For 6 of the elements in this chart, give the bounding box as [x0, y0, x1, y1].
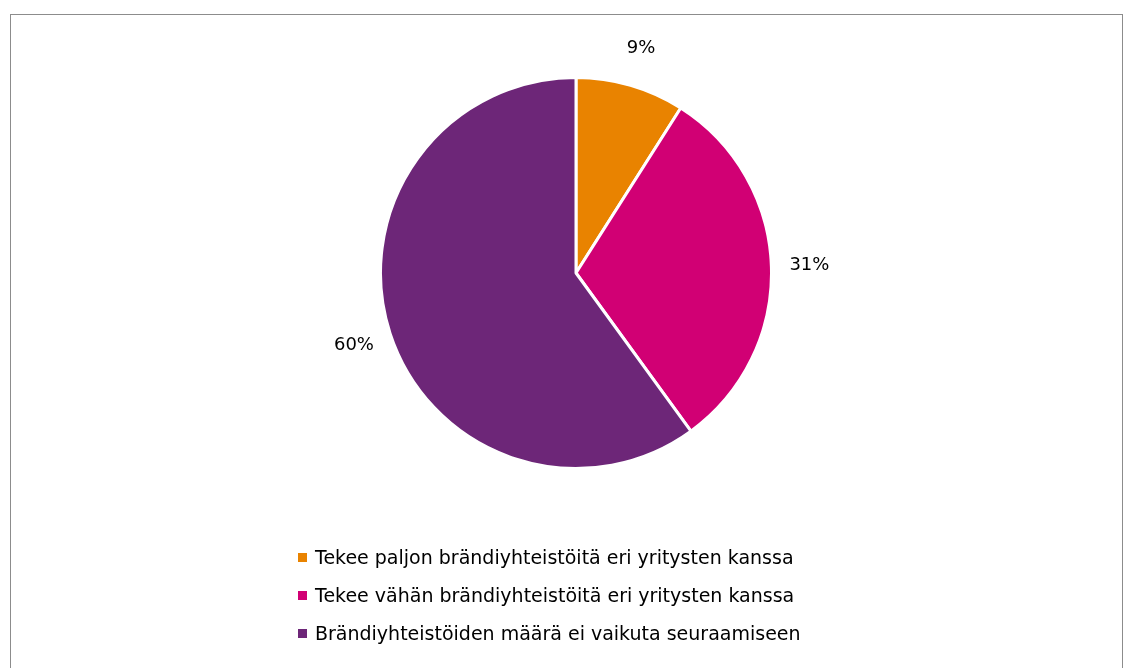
data-label: 9%: [626, 36, 656, 58]
data-label: 60%: [333, 332, 374, 354]
legend-label: Tekee vähän brändiyhteistöitä eri yritysten kanssa: [315, 584, 795, 606]
legend-label: Brändiyhteistöiden määrä ei vaikuta seuraamiseen: [315, 622, 801, 644]
legend-label: Tekee paljon brändiyhteistöitä eri yritysten kanssa: [315, 546, 794, 568]
data-label: 31%: [789, 253, 830, 275]
